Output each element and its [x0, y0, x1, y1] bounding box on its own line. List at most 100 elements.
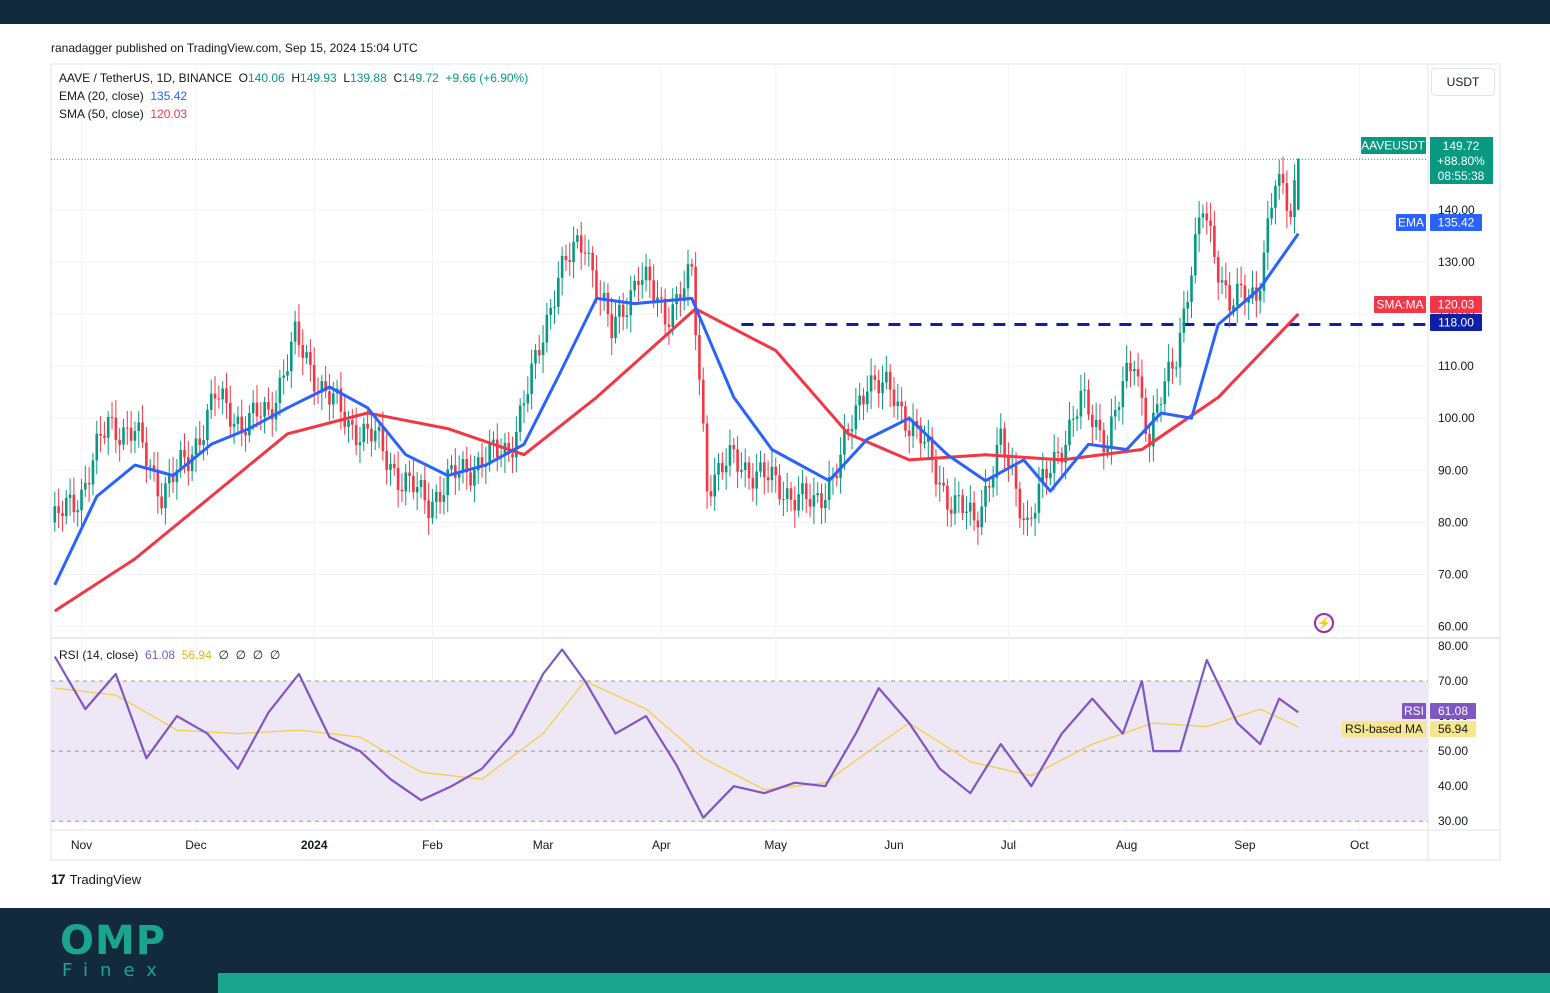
time-tick-label: Sep: [1234, 838, 1256, 852]
candle-body: [1003, 428, 1006, 457]
candle-body: [854, 405, 858, 430]
candle-body: [160, 496, 163, 509]
candle-body: [347, 420, 350, 427]
candle-body: [110, 417, 114, 419]
candle-body: [339, 388, 343, 412]
candle-body: [438, 491, 442, 502]
candle-body: [896, 401, 900, 407]
trading-chart[interactable]: Nov Dec 2024 Feb Mar Apr May Jun Jul Aug Sep Oct 140…: [0, 0, 1550, 908]
currency-button[interactable]: USDT: [1431, 68, 1495, 96]
candle-body: [724, 465, 728, 473]
candle-body: [480, 457, 484, 467]
time-tick-label: Jun: [884, 838, 903, 852]
candle-body: [366, 423, 369, 429]
candle-body: [141, 422, 144, 443]
candles: [53, 156, 1300, 545]
candle-body: [900, 401, 903, 407]
candle-body: [1068, 419, 1071, 445]
candle-body: [209, 393, 213, 410]
candle-body: [827, 477, 831, 500]
legend-rsi-label: RSI (14, close): [59, 648, 139, 662]
candle-body: [1171, 361, 1174, 369]
candle-body: [652, 280, 655, 301]
candle-body: [358, 442, 362, 446]
candle-body: [324, 381, 327, 392]
time-tick-label: Dec: [185, 838, 206, 852]
candle-body: [1018, 488, 1022, 519]
candle-body: [694, 266, 697, 336]
candle-body: [240, 416, 244, 433]
candle-body: [370, 428, 373, 442]
candle-body: [1285, 183, 1289, 211]
candle-body: [1155, 404, 1159, 413]
candle-body: [606, 292, 610, 315]
legend-sma[interactable]: SMA (50, close) 120.03: [59, 107, 187, 121]
candle-body: [522, 403, 526, 406]
candle-body: [637, 280, 640, 285]
ema-value-tag: 135.42: [1438, 216, 1475, 230]
candle-body: [1163, 381, 1167, 405]
legend-open: 140.06: [247, 71, 285, 85]
candle-body: [1239, 283, 1243, 286]
rsi-tick-label: 70.00: [1438, 674, 1468, 688]
candle-body: [530, 363, 533, 395]
candle-body: [362, 423, 366, 443]
candle-body: [232, 423, 236, 427]
omp-logo: OMP: [60, 918, 167, 964]
candle-body: [843, 428, 846, 455]
candle-body: [461, 459, 465, 472]
candle-body: [118, 439, 121, 445]
lightning-icon[interactable]: ⚡: [1314, 613, 1334, 633]
tradingview-brand[interactable]: 17 TradingView: [51, 871, 141, 887]
candle-body: [415, 486, 419, 493]
candle-body: [610, 314, 614, 338]
candle-body: [381, 426, 385, 451]
candle-body: [1144, 397, 1148, 434]
candle-body: [183, 450, 186, 458]
candle-body: [732, 445, 736, 450]
candle-body: [1270, 207, 1273, 219]
candle-body: [213, 393, 217, 399]
candle-body: [888, 371, 892, 390]
candle-body: [473, 470, 476, 486]
candle-body: [885, 371, 888, 383]
candle-body: [57, 506, 60, 514]
candle-body: [640, 280, 644, 285]
time-tick-label: May: [764, 838, 787, 852]
level-value-tag: 118.00: [1438, 316, 1474, 330]
candle-body: [1266, 218, 1270, 253]
candle-body: [267, 401, 270, 410]
legend-symbol[interactable]: AAVE / TetherUS, 1D, BINANCE: [59, 71, 232, 85]
candle-body: [236, 416, 240, 424]
legend-rsi-value: 61.08: [145, 648, 176, 662]
candle-body: [171, 474, 175, 483]
candle-body: [824, 499, 827, 509]
candle-body: [873, 375, 877, 380]
candle-body: [91, 460, 95, 485]
legend-rsi[interactable]: RSI (14, close) 61.08 56.94 ∅ ∅ ∅ ∅: [59, 648, 280, 662]
candle-body: [728, 445, 732, 466]
candle-body: [412, 476, 415, 493]
candle-body: [1205, 213, 1209, 221]
candle-body: [1289, 210, 1292, 218]
candle-body: [1075, 416, 1079, 419]
candle-body: [1125, 362, 1128, 382]
candle-body: [755, 471, 758, 489]
sma-value-tag: 120.03: [1438, 298, 1475, 312]
candle-body: [602, 292, 606, 299]
candle-body: [660, 297, 663, 299]
candle-body: [1197, 217, 1201, 235]
candle-body: [812, 495, 816, 507]
candle-body: [946, 485, 949, 510]
candle-body: [579, 235, 583, 253]
candle-body: [1113, 410, 1117, 417]
candle-body: [68, 494, 72, 498]
candle-body: [1094, 419, 1098, 428]
legend-ema[interactable]: EMA (20, close) 135.42: [59, 89, 187, 103]
rsi-tick-label: 80.00: [1438, 639, 1468, 653]
footer-accent-bar: [218, 973, 1550, 993]
candle-body: [808, 499, 812, 507]
time-tick-label: Mar: [533, 838, 554, 852]
candle-body: [560, 255, 564, 278]
candle-body: [1014, 465, 1018, 489]
